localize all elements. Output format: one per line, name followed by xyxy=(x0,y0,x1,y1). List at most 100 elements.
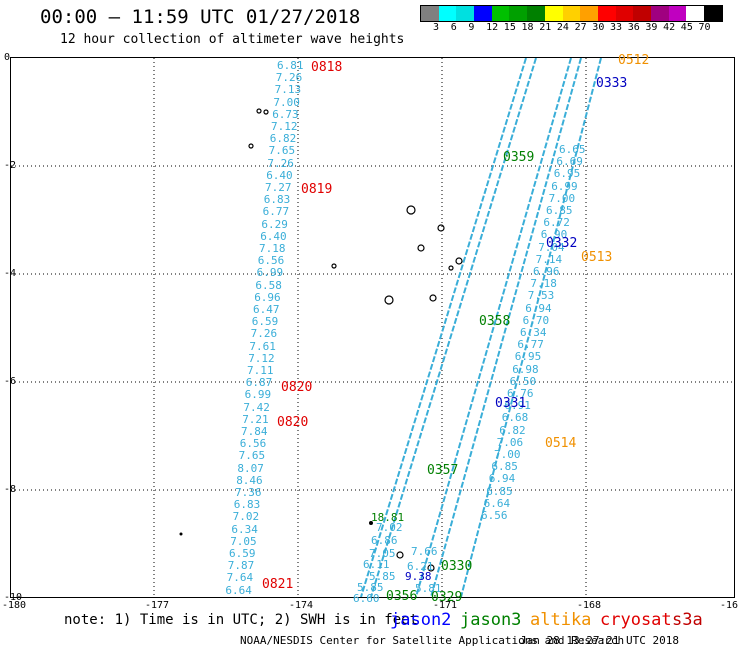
wave-height-value: 6.99 xyxy=(244,388,272,402)
wave-height-value: 7.87 xyxy=(227,559,255,573)
wave-height-value: 7.53 xyxy=(527,289,555,303)
map-grid xyxy=(11,58,734,597)
pass-time-label: 0331 xyxy=(495,396,527,411)
color-swatch xyxy=(633,6,651,21)
wave-height-value: 7.02 xyxy=(232,510,260,524)
legend-item: jason3 xyxy=(460,610,522,630)
pass-time-label: 0820 xyxy=(281,380,313,395)
wave-height-value: 6.82 xyxy=(269,132,297,146)
wave-height-value: 6.95 xyxy=(514,350,542,364)
pass-time-label: 0819 xyxy=(301,182,333,197)
wave-height-value: 6.99 xyxy=(551,179,578,193)
wave-height-value: 6.40 xyxy=(266,168,293,182)
color-swatch xyxy=(527,6,545,21)
island-outlines xyxy=(248,108,463,572)
pass-time-label: 0820 xyxy=(277,415,309,430)
pass-time-label: 0330 xyxy=(441,559,473,574)
legend-item: cryosat xyxy=(600,610,672,630)
wave-height-value: 6.85 xyxy=(546,204,573,217)
pass-time-label: 0357 xyxy=(427,463,459,478)
wave-height-value: 6.58 xyxy=(255,278,282,292)
wave-height-value: 5.81 xyxy=(415,582,442,595)
wave-height-value: 7.12 xyxy=(271,120,298,133)
wave-height-value: 7.64 xyxy=(226,571,254,585)
wave-height-value: 7.18 xyxy=(259,242,286,255)
wave-height-value: 9.38 xyxy=(405,570,432,583)
color-scale-label: 30 xyxy=(592,22,605,33)
wave-height-value: 7.18 xyxy=(530,277,557,291)
wave-height-value: 6.29 xyxy=(261,217,288,231)
y-tick-label: -8 xyxy=(4,484,17,495)
wave-height-value: 7.14 xyxy=(535,252,563,266)
wave-height-value: 6.68 xyxy=(501,411,529,425)
wave-height-value: 7.65 xyxy=(238,449,266,463)
y-tick-label: 0 xyxy=(4,52,11,63)
pass-time-label: 0333 xyxy=(596,76,628,91)
map-subtitle: 12 hour collection of altimeter wave hei… xyxy=(60,32,405,47)
wave-height-value: 6.34 xyxy=(520,326,547,339)
wave-height-value: 6.70 xyxy=(522,313,550,327)
x-tick-label: -16 xyxy=(720,600,739,611)
wave-height-value: 6.59 xyxy=(251,315,279,329)
color-scale-label: 27 xyxy=(574,22,587,33)
pass-time-label: 0821 xyxy=(262,577,294,592)
wave-height-value: 6.86 xyxy=(371,534,398,547)
wave-height-value: 7.84 xyxy=(241,425,268,438)
wave-height-value: 7.00 xyxy=(494,448,521,461)
wave-height-value: 7.12 xyxy=(248,351,275,365)
wave-height-value: 6.83 xyxy=(233,498,261,512)
wave-height-value: 7.42 xyxy=(243,400,270,414)
y-tick-label: -10 xyxy=(4,592,23,603)
x-tick-label: -180 xyxy=(2,600,27,611)
wave-height-value: 6.96 xyxy=(533,265,560,278)
wave-height-value: 6.81 xyxy=(277,59,304,72)
color-swatch xyxy=(704,6,722,21)
wave-height-value: 7.61 xyxy=(249,339,276,353)
wave-height-value: 7.05 xyxy=(230,534,257,548)
color-scale-label: 36 xyxy=(627,22,640,33)
wave-height-value: 6.50 xyxy=(509,374,537,388)
wave-height-value: 6.82 xyxy=(499,423,526,437)
wave-height-value: 7.04 xyxy=(538,240,565,254)
color-swatch xyxy=(562,6,581,21)
wave-height-value: 6.87 xyxy=(245,376,273,390)
wave-height-value: 6.94 xyxy=(488,472,516,486)
wave-height-value: 6.77 xyxy=(262,205,290,219)
wave-height-value: 6.60 xyxy=(353,592,380,605)
pass-time-label: 0513 xyxy=(581,250,613,265)
y-tick-label: -4 xyxy=(4,268,17,279)
color-scale-label: 39 xyxy=(645,22,658,33)
wave-height-value: 8.46 xyxy=(236,473,263,487)
wave-height-value: 6.69 xyxy=(556,155,583,169)
wave-height-value: 6.34 xyxy=(231,522,258,536)
wave-height-value: 6.85 xyxy=(491,460,518,474)
wave-height-value: 6.95 xyxy=(553,167,581,181)
color-swatch xyxy=(650,6,669,21)
pass-time-label: 0358 xyxy=(479,314,511,329)
wave-height-value: 6.94 xyxy=(525,301,552,315)
wave-height-value: 6.59 xyxy=(229,547,256,560)
legend-item: jason2 xyxy=(390,610,452,630)
pass-time-label: 0512 xyxy=(618,53,650,68)
color-swatch xyxy=(544,6,563,21)
wave-height-value: 7.26 xyxy=(275,71,303,85)
wave-height-value: 7.65 xyxy=(268,144,296,158)
wave-height-value: 7.26 xyxy=(267,156,294,170)
wave-height-value: 6.72 xyxy=(543,216,570,230)
color-swatch xyxy=(474,6,492,21)
wave-height-value: 7.21 xyxy=(242,412,269,426)
color-swatch xyxy=(580,6,598,21)
color-scale-bar xyxy=(420,5,723,22)
credit-text: NOAA/NESDIS Center for Satellite Applica… xyxy=(240,634,625,647)
map-title: 00:00 – 11:59 UTC 01/27/2018 xyxy=(40,6,361,28)
timestamp-text: Jan 28 13:27:21 UTC 2018 xyxy=(520,634,679,647)
x-tick-label: -168 xyxy=(577,600,602,611)
wave-height-value: 5.85 xyxy=(357,581,384,594)
color-scale-label: 45 xyxy=(680,22,693,33)
footer-note: note: 1) Time is in UTC; 2) SWH is in fe… xyxy=(64,612,419,628)
wave-height-value: 7.00 xyxy=(548,191,576,205)
wave-height-value: 6.56 xyxy=(239,437,267,451)
wave-height-value: 6.64 xyxy=(225,583,252,597)
wave-height-value: 6.21 xyxy=(407,560,434,573)
color-scale-label: 21 xyxy=(539,22,552,33)
